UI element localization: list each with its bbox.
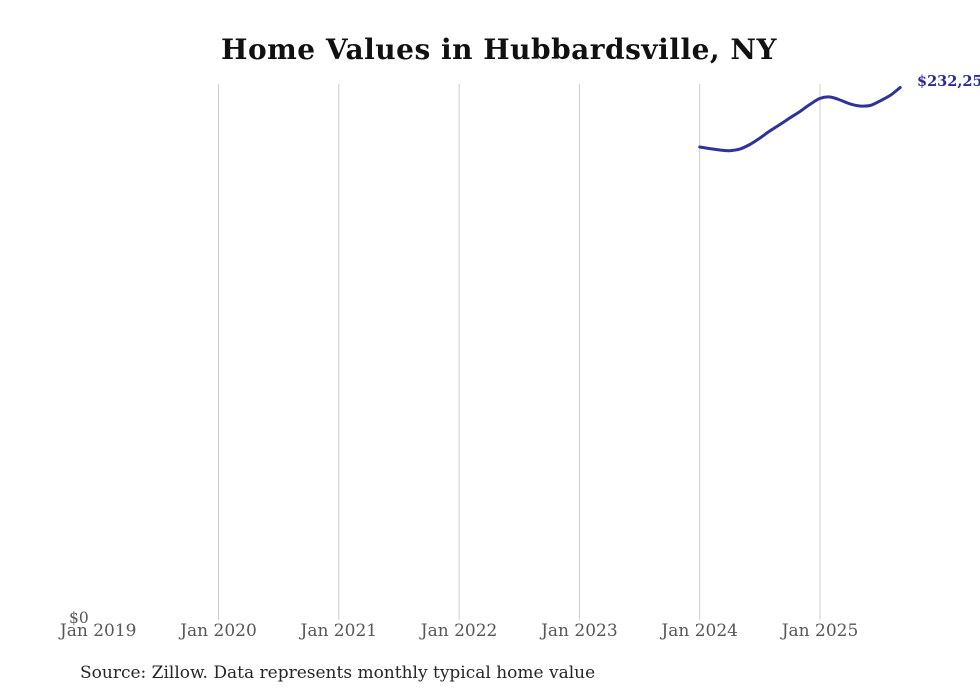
x-tick-label-jan-2022: Jan 2022 [420,621,498,641]
source-note: Source: Zillow. Data represents monthly … [80,663,596,683]
x-tick-label-jan-2025: Jan 2025 [781,621,859,641]
x-tick-label-jan-2021: Jan 2021 [300,621,378,641]
y-axis-zero-label: $0 [69,609,89,627]
x-tick-label-jan-2023: Jan 2023 [541,621,618,641]
chart-title: Home Values in Hubbardsville, NY [221,33,777,66]
latest-value-label: $232,250 [917,73,980,90]
home-value-line-series [698,86,902,153]
x-tick-label-jan-2024: Jan 2024 [661,621,738,641]
x-tick-label-jan-2019: Jan 2019 [59,621,137,641]
x-tick-label-jan-2020: Jan 2020 [180,621,257,641]
